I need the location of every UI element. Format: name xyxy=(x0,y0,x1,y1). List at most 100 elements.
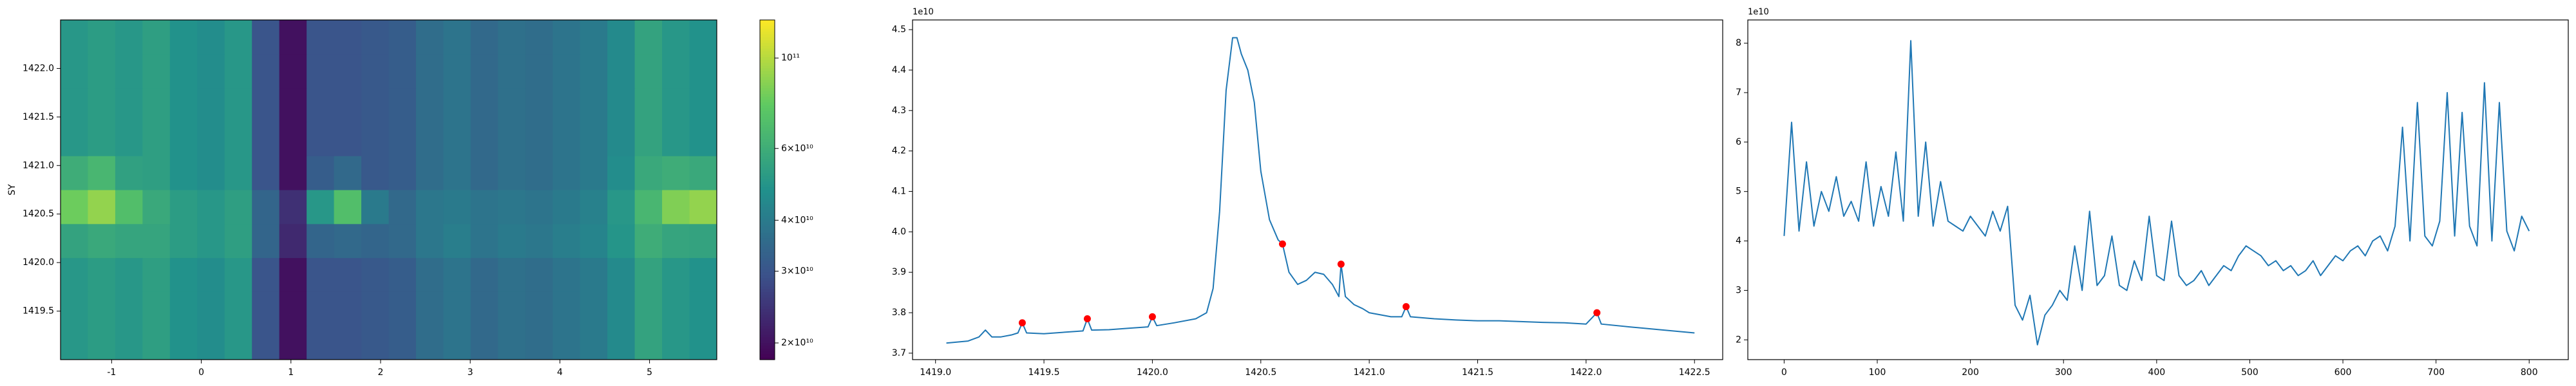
heatmap-cell xyxy=(689,122,717,156)
heatmap-cell xyxy=(115,122,143,156)
heatmap-cell xyxy=(252,20,280,55)
heatmap-cell xyxy=(689,156,717,190)
heatmap-cell xyxy=(470,53,498,89)
heatmap-cell xyxy=(334,87,362,122)
heatmap-cell xyxy=(415,87,444,122)
colorbar-swatch xyxy=(760,53,775,57)
colorbar-swatch xyxy=(760,223,775,227)
heatmap-cell xyxy=(415,53,444,89)
heatmap-cell xyxy=(115,20,143,55)
colorbar-tick-label: 3×10¹⁰ xyxy=(781,266,813,276)
colorbar-swatch xyxy=(760,340,775,344)
colorbar-swatch xyxy=(760,212,775,216)
heatmap-cell xyxy=(361,326,389,360)
heatmap-cell xyxy=(415,257,444,292)
heatmap-cell xyxy=(361,190,389,225)
x-tick-label: -1 xyxy=(107,367,116,378)
heatmap-cell xyxy=(361,257,389,292)
colorbar-swatch xyxy=(760,354,775,358)
axes-frame xyxy=(1747,19,2569,360)
heatmap-cell xyxy=(525,53,553,89)
heatmap-cell xyxy=(498,20,526,55)
heatmap-cell xyxy=(580,53,608,89)
heatmap-cell xyxy=(307,156,335,190)
colorbar-swatch xyxy=(760,269,775,273)
heatmap-cell xyxy=(197,87,225,122)
heatmap-cell xyxy=(689,326,717,360)
heatmap-cell xyxy=(197,291,225,326)
heatmap-cell xyxy=(169,291,198,326)
y-tick-label: 4.1 xyxy=(892,187,906,197)
heatmap-cell xyxy=(252,223,280,259)
heatmap-cell xyxy=(443,223,471,259)
colorbar-swatch xyxy=(760,138,775,142)
x-tick-label: 0 xyxy=(1781,367,1787,378)
heatmap-cell xyxy=(607,190,636,225)
y-tick-label: 1419.5 xyxy=(23,306,54,317)
heatmap-cell xyxy=(334,122,362,156)
heatmap-cell xyxy=(634,291,663,326)
heatmap-cell xyxy=(61,291,88,326)
heatmap-cell xyxy=(498,291,526,326)
heatmap-cell xyxy=(525,190,553,225)
colorbar-swatch xyxy=(760,263,775,267)
colorbar-swatch xyxy=(760,119,775,122)
heatmap-cell xyxy=(224,291,252,326)
heatmap-cell xyxy=(662,53,690,89)
colorbar-swatch xyxy=(760,261,775,264)
colorbar-swatch xyxy=(760,48,775,51)
heatmap-cell xyxy=(607,156,636,190)
heatmap-cell xyxy=(279,87,307,122)
colorbar-swatch xyxy=(760,190,775,193)
heatmap-cell xyxy=(415,223,444,259)
heatmap-cell xyxy=(142,190,171,225)
colorbar-swatch xyxy=(760,303,775,306)
colorbar-swatch xyxy=(760,314,775,318)
heatmap-cell xyxy=(662,257,690,292)
peak-marker xyxy=(1083,315,1091,323)
colorbar-swatch xyxy=(760,62,775,66)
heatmap-cell xyxy=(88,257,116,292)
x-tick-label: 700 xyxy=(2427,367,2445,378)
heatmap-cell xyxy=(662,223,690,259)
heatmap-cell xyxy=(525,291,553,326)
colorbar-swatch xyxy=(760,113,775,117)
colorbar-swatch xyxy=(760,275,775,278)
heatmap-cell xyxy=(498,87,526,122)
colorbar-swatch xyxy=(760,331,775,335)
peak-marker xyxy=(1018,319,1026,327)
x-tick-label: 800 xyxy=(2521,367,2538,378)
y-tick-label: 4.2 xyxy=(892,146,906,156)
heatmap-cell xyxy=(334,20,362,55)
heatmap-cell xyxy=(224,326,252,360)
heatmap-cell xyxy=(580,20,608,55)
colorbar-swatch xyxy=(760,300,775,304)
heatmap-cell xyxy=(553,223,581,259)
colorbar-tick-label: 2×10¹⁰ xyxy=(781,338,813,348)
colorbar-swatch xyxy=(760,252,775,255)
heatmap-cell xyxy=(415,291,444,326)
y-tick-label: 1420.5 xyxy=(23,209,54,219)
heatmap-cell xyxy=(634,223,663,259)
heatmap-cell xyxy=(115,257,143,292)
colorbar-swatch xyxy=(760,161,775,165)
colorbar-swatch xyxy=(760,277,775,281)
colorbar-swatch xyxy=(760,209,775,213)
heatmap-cell xyxy=(498,326,526,360)
y-tick-label: 3.9 xyxy=(892,267,906,277)
heatmap-cell xyxy=(415,190,444,225)
colorbar-swatch xyxy=(760,257,775,261)
heatmap-cell xyxy=(142,223,171,259)
colorbar-swatch xyxy=(760,51,775,55)
heatmap-cell xyxy=(197,326,225,360)
heatmap-cell xyxy=(224,223,252,259)
heatmap-cell xyxy=(580,87,608,122)
heatmap-cell xyxy=(279,20,307,55)
colorbar-swatch xyxy=(760,77,775,80)
colorbar-swatch xyxy=(760,25,775,29)
heatmap-cell xyxy=(689,257,717,292)
heatmap-cell xyxy=(525,87,553,122)
heatmap-cell xyxy=(443,326,471,360)
heatmap-cell xyxy=(197,190,225,225)
colorbar-tick-label: 10¹¹ xyxy=(781,53,800,63)
